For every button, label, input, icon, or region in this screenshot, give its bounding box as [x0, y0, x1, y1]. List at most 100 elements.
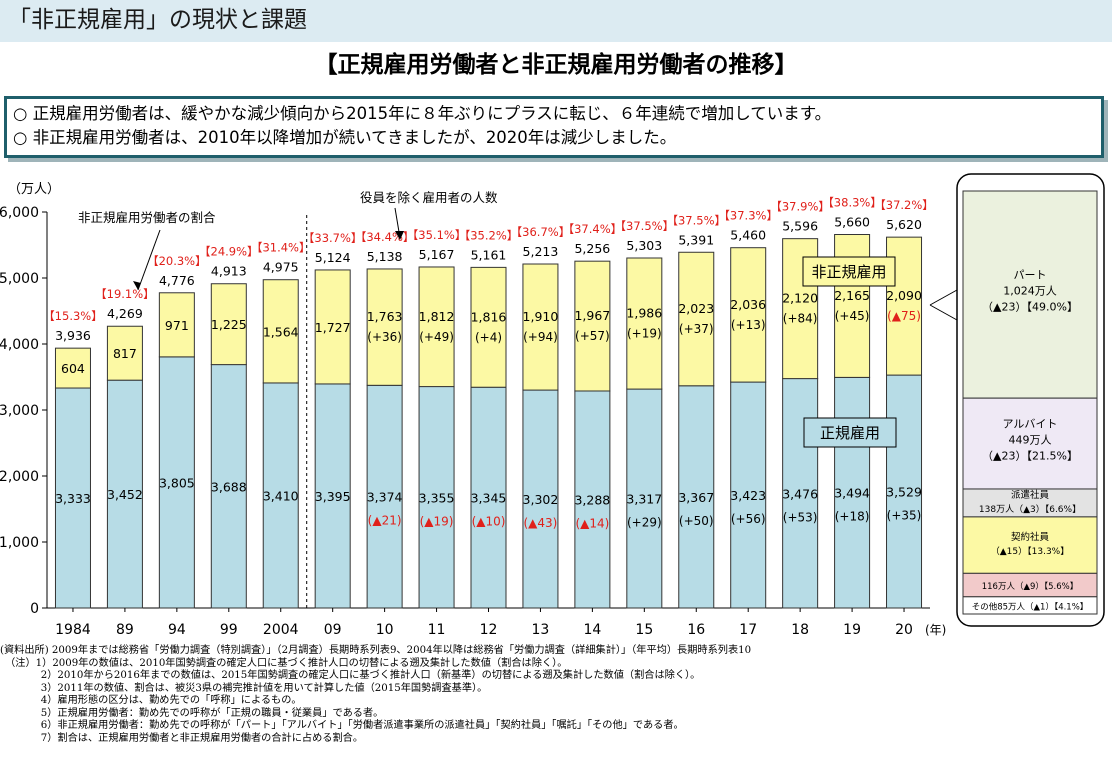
breakdown-connector — [929, 289, 958, 306]
ratio-label: 【33.7%】 — [303, 231, 363, 245]
ratio-label: 【15.3%】 — [43, 309, 103, 323]
change-label-regular: (+56) — [731, 512, 766, 526]
change-label-irregular: (+84) — [783, 312, 818, 326]
total-label: 5,391 — [678, 232, 714, 247]
change-label-regular: (▲43) — [524, 516, 558, 530]
note-line: 3）2011年の数値、割合は、被災3県の補完推計値を用いて計算した値（2015年… — [0, 682, 488, 694]
y-tick-label: 6,000 — [0, 205, 39, 221]
value-label-regular: 3,529 — [886, 485, 922, 500]
value-label-regular: 3,423 — [730, 488, 766, 503]
value-label-regular: 3,355 — [419, 490, 455, 505]
value-label-irregular: 604 — [61, 361, 85, 376]
x-tick-label: 1984 — [55, 622, 91, 638]
total-label: 5,303 — [626, 238, 662, 253]
ratio-label: 【37.2%】 — [874, 198, 934, 212]
change-label-regular: (▲19) — [420, 514, 454, 528]
x-tick-label: 99 — [220, 622, 238, 638]
note-line: 2）2010年から2016年までの数値は、2015年国勢調査の確定人口に基づく推… — [0, 670, 701, 681]
value-label-irregular: 1,763 — [367, 309, 403, 324]
change-label-regular: (+50) — [679, 514, 714, 528]
breakdown-name: アルバイト — [1003, 418, 1058, 431]
value-label-irregular: 971 — [165, 318, 189, 333]
bar-regular — [574, 390, 611, 609]
change-label-irregular: (+19) — [627, 327, 662, 341]
total-label: 5,213 — [523, 244, 559, 259]
bar-irregular — [314, 269, 351, 385]
x-tick-label: 12 — [480, 622, 498, 638]
value-label-regular: 3,805 — [159, 475, 195, 490]
change-label-regular: (+29) — [627, 516, 662, 530]
bar-regular — [210, 364, 247, 609]
bar-irregular — [522, 263, 559, 391]
ratio-label: 【37.9%】 — [770, 200, 830, 214]
arrowhead-icon — [395, 231, 404, 240]
total-label: 4,776 — [159, 273, 195, 288]
value-label-irregular: 2,120 — [782, 291, 818, 306]
source-notes: (資料出所) 2009年までは総務省「労働力調査（特別調査）」（2月調査）長期時… — [0, 645, 1112, 745]
note-line: 5）正規雇用労働者：勤め先での呼称が「正規の職員・従業員」である者。 — [0, 707, 384, 719]
breakdown-segment — [962, 190, 1098, 399]
total-label: 5,660 — [834, 215, 870, 230]
total-label: 5,124 — [315, 250, 351, 265]
change-label-irregular: (+13) — [731, 318, 766, 332]
bar-irregular — [574, 260, 611, 392]
bar-irregular — [834, 234, 871, 378]
value-label-regular: 3,476 — [782, 486, 818, 501]
change-label-irregular: (+57) — [575, 329, 610, 343]
x-tick-label: 19 — [843, 622, 861, 638]
breakdown-detail: （▲15）【13.3%】 — [991, 546, 1069, 557]
breakdown-name: 契約社員 — [1011, 531, 1050, 543]
ratio-label: 【38.3%】 — [822, 196, 882, 210]
chart-heading: 【正規雇用労働者と非正規雇用労働者の推移】 — [314, 52, 798, 78]
change-label-irregular: (+45) — [835, 309, 870, 323]
value-label-regular: 3,374 — [367, 490, 403, 505]
bar-regular — [262, 382, 299, 609]
total-label: 4,269 — [107, 306, 143, 321]
x-tick-label: 11 — [428, 622, 446, 638]
change-label-irregular: (+36) — [367, 330, 402, 344]
total-label: 5,138 — [367, 249, 403, 264]
value-label-irregular: 1,812 — [419, 309, 455, 324]
bar-regular — [522, 389, 559, 609]
bar-regular — [626, 388, 663, 609]
value-label-regular: 3,410 — [263, 488, 299, 503]
value-label-regular: 3,688 — [211, 479, 247, 494]
change-label-irregular: (+37) — [679, 322, 714, 336]
ratio-label: 【36.7%】 — [511, 225, 571, 239]
x-tick-label: 18 — [791, 622, 809, 638]
year-unit-label: (年) — [925, 623, 946, 637]
x-tick-label: 2004 — [263, 622, 299, 638]
bar-irregular — [470, 266, 507, 388]
y-unit-label: （万人） — [8, 182, 60, 197]
breakdown-detail: 138万人（▲3）【6.6%】 — [979, 504, 1081, 515]
bar-irregular — [210, 283, 247, 366]
headcount-callout-text: 役員を除く雇用者の人数 — [360, 190, 498, 205]
bar-irregular — [366, 268, 403, 386]
value-label-irregular: 1,986 — [626, 306, 662, 321]
change-label-regular: (+35) — [887, 509, 922, 523]
total-label: 5,167 — [419, 247, 455, 262]
summary-line-regular: ○ 正規雇用労働者は、緩やかな減少傾向から2015年に８年ぶりにプラスに転じ、６… — [13, 104, 832, 123]
y-tick-label: 5,000 — [0, 271, 39, 287]
ratio-label: 【37.5%】 — [666, 213, 726, 227]
bar-irregular — [106, 325, 143, 381]
bar-regular — [54, 387, 91, 609]
page-title: 「非正規雇用」の現状と課題 — [8, 7, 307, 33]
ratio-label: 【31.4%】 — [251, 241, 311, 255]
stacked-bar-chart: 0 1,000 2,000 3,000 4,000 5,000 6,000 （万人） (年) 19… — [0, 173, 1105, 638]
summary-line-irregular: ○ 非正規雇用労働者は、2010年以降増加が続いてきましたが、2020年は減少し… — [13, 128, 677, 147]
bar-irregular — [678, 251, 715, 387]
value-label-irregular: 1,225 — [211, 317, 247, 332]
x-tick-label: 10 — [376, 622, 394, 638]
ratio-label: 【19.1%】 — [95, 287, 155, 301]
bar-irregular — [54, 347, 91, 389]
note-line: （注）1）2009年の数値は、2010年国勢調査の確定人口に基づく推計人口の切替… — [0, 657, 568, 669]
bar-regular — [470, 386, 507, 609]
value-label-regular: 3,345 — [471, 491, 507, 506]
legend-irregular-label: 非正規雇用 — [811, 263, 886, 281]
value-label-irregular: 817 — [113, 346, 137, 361]
y-tick-label: 4,000 — [0, 337, 39, 353]
x-tick-label: 09 — [324, 622, 342, 638]
value-label-irregular: 1,727 — [315, 320, 351, 335]
note-line: 7）割合は、正規雇用労働者と非正規雇用労働者の合計に占める割合。 — [0, 732, 364, 744]
